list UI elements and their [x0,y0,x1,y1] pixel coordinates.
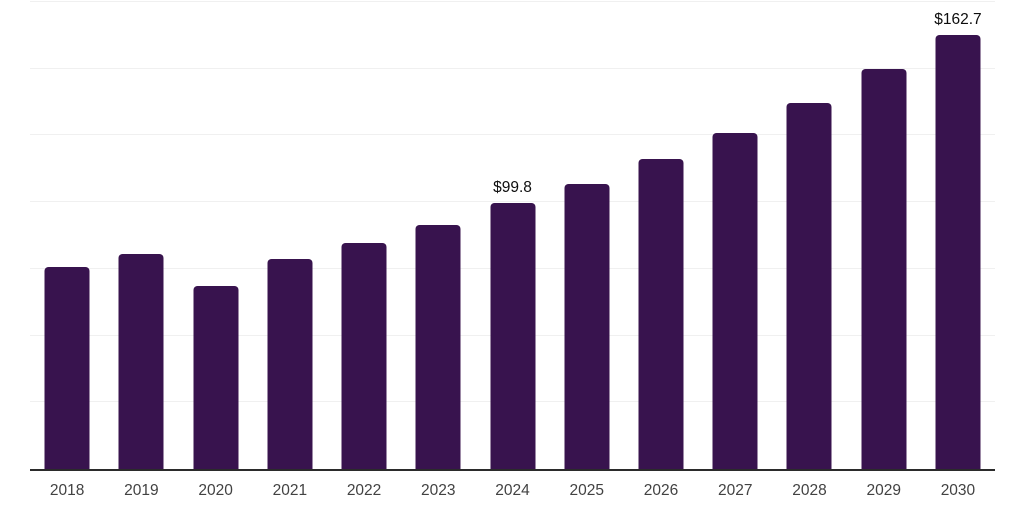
x-tick-label-2023: 2023 [421,482,456,499]
bar-series: $99.8 $162.7 [30,2,995,469]
bar-slot-2026 [624,2,698,469]
bar-slot-2028 [772,2,846,469]
gridline [30,134,995,136]
bar-2027 [712,132,758,469]
x-tick-label-2030: 2030 [940,482,976,499]
gridline [30,1,995,2]
gridline [30,67,995,69]
gridline [30,201,995,203]
bar-2025 [564,183,610,469]
bar-2018 [44,267,90,469]
bar-2030 [935,34,981,469]
bar-2026 [638,159,684,469]
x-tick-label-2019: 2019 [124,482,159,499]
bar-slot-2029 [847,2,921,469]
bar-2024 [490,202,536,469]
x-tick-label-2027: 2027 [717,482,753,499]
bar-slot-2024: $99.8 [475,2,549,469]
bar-slot-2020 [178,2,252,469]
bar-2019 [118,254,164,469]
plot-area: $99.8 $162.7 [30,1,995,471]
bar-2020 [193,286,239,469]
x-tick-label-2028: 2028 [792,482,827,499]
bar-slot-2022 [327,2,401,469]
bar-value-label-2024: $99.8 [493,179,532,197]
bar-slot-2019 [104,2,178,469]
bar-2022 [341,242,387,469]
bar-slot-2030: $162.7 [921,2,995,469]
bar-slot-2027 [698,2,772,469]
bar-slot-2018 [30,2,104,469]
x-tick-label-2025: 2025 [569,482,604,499]
x-axis-line [30,469,995,471]
x-tick-label-2022: 2022 [346,482,382,499]
x-tick-label-2024: 2024 [495,482,530,499]
x-tick-label-2018: 2018 [49,482,85,499]
bar-2021 [267,259,313,469]
bar-slot-2023 [401,2,475,469]
x-tick-label-2021: 2021 [272,482,308,499]
bar-2029 [861,68,907,469]
bar-2028 [786,102,832,469]
x-tick-label-2026: 2026 [643,482,679,499]
bar-slot-2021 [253,2,327,469]
bar-value-label-2030: $162.7 [934,11,982,29]
x-tick-label-2020: 2020 [198,482,233,499]
x-axis-tick-labels: 2018 2019 2020 2021 2022 2023 2024 2025 2026 2027… [30,483,995,499]
x-tick-label-2029: 2029 [866,482,901,499]
bar-2023 [415,224,461,469]
bar-slot-2025 [550,2,624,469]
